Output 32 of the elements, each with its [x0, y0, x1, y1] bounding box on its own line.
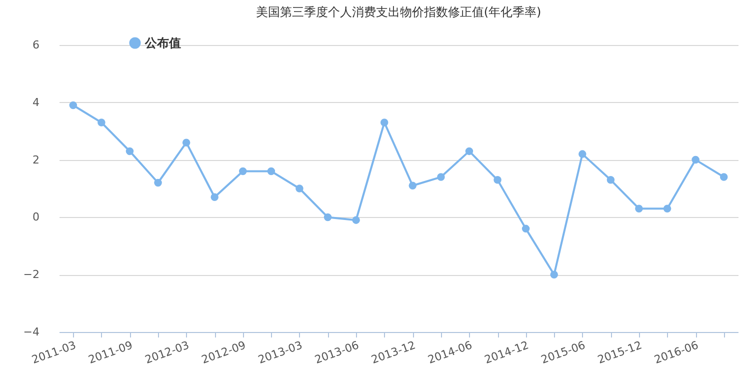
point	[182, 138, 190, 146]
y-tick-label: −2	[23, 268, 40, 282]
y-tick-label: −4	[23, 326, 40, 338]
point	[663, 204, 672, 212]
point	[239, 167, 247, 176]
point	[550, 270, 558, 278]
point	[380, 118, 388, 126]
point	[692, 156, 700, 164]
point	[578, 150, 586, 158]
point	[522, 224, 530, 233]
point	[720, 173, 728, 181]
point	[494, 176, 502, 184]
point	[635, 204, 643, 212]
point	[126, 147, 134, 156]
point	[210, 193, 218, 201]
chart-title: 美国第三季度个人消费支出物价指数修正值(年化季率)	[256, 5, 542, 19]
point	[267, 167, 276, 176]
y-tick-label: 2	[32, 153, 40, 166]
point	[465, 147, 474, 156]
point	[437, 173, 445, 181]
y-tick-label: 0	[32, 210, 40, 224]
y-tick-label: 6	[32, 38, 40, 52]
point	[296, 184, 304, 192]
legend-label: 公布值	[144, 36, 181, 50]
point	[154, 178, 162, 187]
point	[324, 213, 332, 222]
point	[408, 182, 417, 190]
point	[69, 101, 78, 110]
y-tick-label: 4	[32, 96, 40, 109]
point	[606, 176, 615, 184]
point	[98, 118, 106, 126]
point	[352, 216, 360, 224]
